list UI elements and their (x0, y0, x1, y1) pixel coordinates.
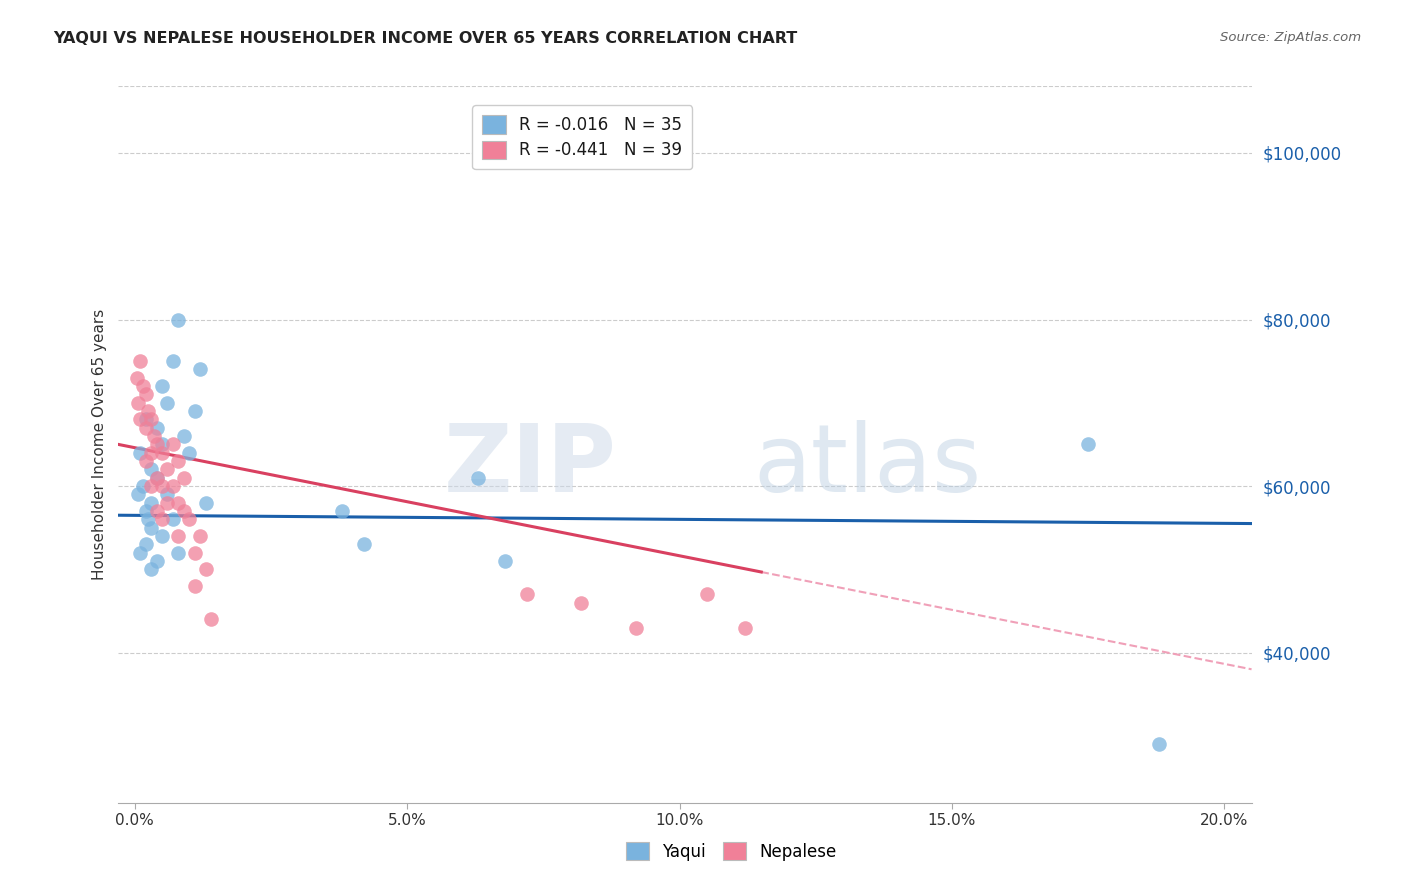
Point (696, 587, 718, 601)
Point (139, 496, 162, 510)
Point (173, 471, 195, 485)
Legend: Yaqui, Nepalese: Yaqui, Nepalese (619, 836, 844, 868)
Point (194, 496, 217, 510)
Point (135, 454, 157, 468)
Point (467, 471, 489, 485)
Point (139, 479, 162, 493)
Legend: R = -0.016   N = 35, R = -0.441   N = 39: R = -0.016 N = 35, R = -0.441 N = 39 (472, 105, 692, 169)
Point (162, 512, 184, 526)
Point (179, 512, 201, 526)
Point (494, 554, 516, 568)
Point (167, 529, 190, 543)
Point (135, 387, 157, 401)
Point (150, 479, 173, 493)
Point (138, 404, 160, 418)
Point (156, 496, 179, 510)
Point (135, 504, 157, 518)
Point (150, 437, 173, 451)
Point (138, 512, 160, 526)
Point (135, 537, 157, 551)
Point (162, 479, 184, 493)
Point (624, 621, 647, 635)
Point (127, 487, 149, 501)
Point (179, 446, 201, 460)
Point (150, 529, 173, 543)
Point (167, 454, 190, 468)
Point (162, 437, 184, 451)
Text: YAQUI VS NEPALESE HOUSEHOLDER INCOME OVER 65 YEARS CORRELATION CHART: YAQUI VS NEPALESE HOUSEHOLDER INCOME OVE… (53, 31, 797, 46)
Point (183, 579, 205, 593)
Point (167, 312, 190, 326)
Point (125, 371, 148, 385)
Point (188, 362, 211, 376)
Point (188, 529, 211, 543)
Point (167, 496, 190, 510)
Point (156, 396, 179, 410)
Point (132, 479, 155, 493)
Point (139, 412, 162, 426)
Point (183, 404, 205, 418)
Point (571, 596, 593, 610)
Text: atlas: atlas (754, 420, 981, 512)
Point (150, 446, 173, 460)
Text: Source: ZipAtlas.com: Source: ZipAtlas.com (1220, 31, 1361, 45)
Point (173, 504, 195, 518)
Point (139, 562, 162, 576)
Point (200, 612, 222, 626)
Point (1077, 437, 1099, 451)
Text: ZIP: ZIP (444, 420, 617, 512)
Point (135, 412, 157, 426)
Point (129, 446, 152, 460)
Point (132, 379, 155, 393)
Point (516, 587, 538, 601)
Point (162, 354, 184, 368)
Point (142, 429, 165, 443)
Point (734, 621, 756, 635)
Point (167, 546, 190, 560)
Point (139, 446, 162, 460)
Point (145, 421, 167, 435)
Point (156, 487, 179, 501)
Point (139, 462, 162, 476)
Point (150, 379, 173, 393)
Point (183, 546, 205, 560)
Point (129, 412, 152, 426)
Point (194, 562, 217, 576)
Point (173, 429, 195, 443)
Point (330, 504, 353, 518)
Point (129, 354, 152, 368)
Point (135, 421, 157, 435)
Point (139, 521, 162, 535)
Point (353, 537, 375, 551)
Point (127, 396, 149, 410)
Point (145, 504, 167, 518)
Point (1147, 737, 1170, 751)
Point (145, 554, 167, 568)
Point (156, 462, 179, 476)
Point (145, 471, 167, 485)
Point (150, 512, 173, 526)
Y-axis label: Householder Income Over 65 years: Householder Income Over 65 years (93, 309, 107, 580)
Point (145, 471, 167, 485)
Point (145, 437, 167, 451)
Point (129, 546, 152, 560)
